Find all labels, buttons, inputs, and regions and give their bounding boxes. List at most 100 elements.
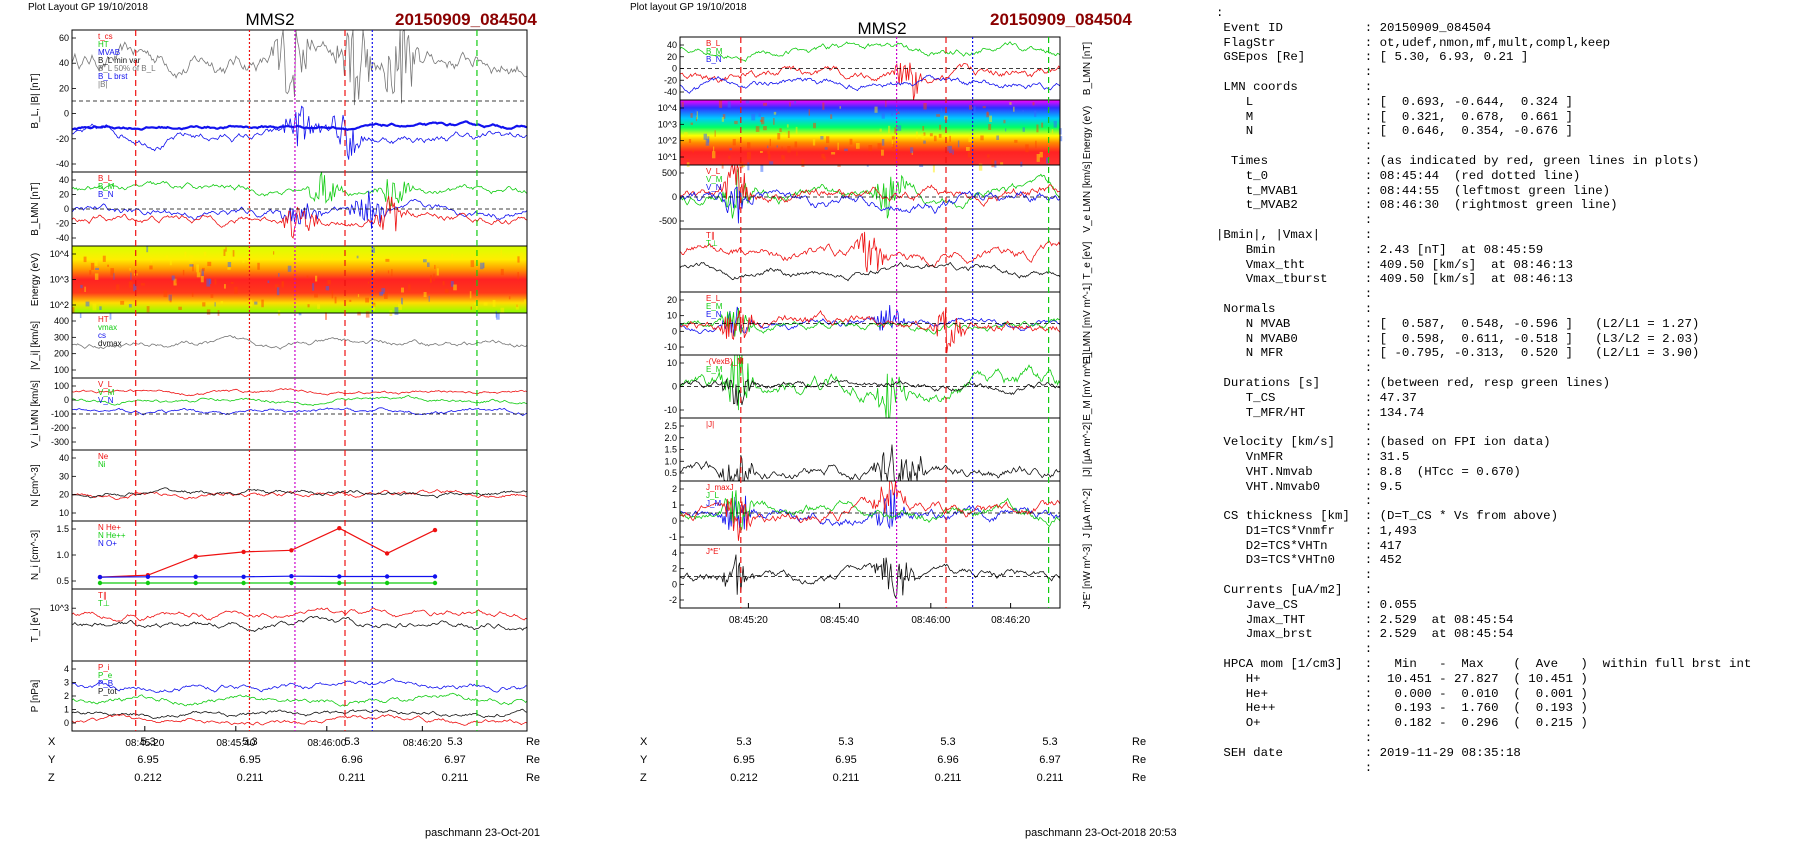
y-tick-label: 0 (672, 579, 677, 589)
series-line (71, 335, 528, 350)
plot-panel: 500 0 -500 V_e LMN [km/s] V_LV_MV_N (659, 161, 1093, 232)
pos-row-label: Z (640, 772, 647, 784)
info-line: D2=TCS*VHTn : 417 (1245, 538, 1402, 553)
series-line (679, 489, 1061, 530)
spectrogram-pixel (1034, 110, 1037, 117)
spectrogram-pixel (325, 286, 330, 291)
spectrogram-pixel (94, 261, 98, 266)
spectrogram-pixel (949, 135, 951, 142)
spectrogram-pixel (722, 114, 726, 119)
spectrogram-pixel (470, 260, 475, 268)
spectrogram-pixel (718, 100, 723, 108)
spectrogram-pixel (315, 275, 318, 282)
info-line: Event ID : 20150909_084504 (1223, 20, 1492, 35)
y-tick-label: 2.5 (664, 421, 677, 431)
info-line: : (1364, 65, 1373, 80)
spectrogram-pixel (877, 143, 882, 150)
pos-unit: Re (1132, 772, 1146, 784)
legend-entry: B_L (706, 39, 721, 48)
legend-entry: N O+ (98, 539, 117, 548)
series-line (71, 29, 527, 106)
info-line: GSEpos [Re] : [ 5.30, 6.93, 0.21 ] (1223, 50, 1529, 65)
spectrogram-pixel (372, 270, 376, 273)
info-line: Vmax_tburst : 409.50 [km/s] at 08:46:13 (1245, 272, 1573, 287)
spectrogram-pixel (385, 258, 390, 262)
legend-entry: B_L (98, 174, 113, 183)
spectrogram-pixel (712, 151, 716, 159)
spectrogram-pixel (470, 306, 472, 310)
spectrogram-pixel (929, 133, 933, 137)
x-tick-label: 08:46:20 (991, 615, 1030, 626)
spectrogram-pixel (794, 141, 798, 148)
spectrogram-pixel (1036, 124, 1039, 133)
y-tick-label: 0 (672, 64, 677, 74)
series-line (71, 195, 528, 240)
spectrogram-pixel (940, 108, 943, 113)
spectrogram-pixel (988, 124, 992, 130)
plot-panel: 10^3 T_i [eV] T∥T⊥ (30, 588, 528, 662)
spectrogram-pixel (968, 135, 972, 143)
spectrogram-pixel (779, 128, 782, 132)
spectrogram-pixel (356, 255, 359, 259)
spectrogram-pixel (939, 124, 942, 130)
spectrogram-pixel (773, 111, 777, 115)
pos-cell: 0.211 (237, 772, 264, 784)
legend-entry: Ni (98, 460, 106, 469)
spectrogram-pixel (782, 155, 785, 162)
pos-unit: Re (1132, 754, 1146, 766)
series-line (72, 407, 528, 416)
spectrogram-pixel (517, 272, 519, 280)
y-tick-label: 0 (64, 395, 69, 405)
info-line: VHT.Nmvab : 8.8 (HTcc = 0.670) (1245, 464, 1521, 479)
series-line (679, 231, 1061, 273)
series-line (679, 261, 1061, 282)
series-line (71, 708, 528, 720)
spectrogram-pixel (996, 135, 999, 140)
spectrogram-pixel (401, 297, 403, 305)
legend-entry: J_maxJ (706, 483, 734, 492)
legend-entry: J*E' (706, 547, 720, 556)
spectrogram-pixel (1014, 139, 1018, 143)
y-tick-label: -40 (56, 233, 69, 243)
spectrogram-pixel (224, 284, 226, 289)
legend-entry: HT (98, 315, 109, 324)
right-spacecraft: MMS2 (857, 19, 906, 38)
spectrogram-pixel (173, 278, 177, 286)
info-line: Bmin : 2.43 [nT] at 08:45:59 (1245, 242, 1544, 257)
legend-entry: B_M (706, 47, 723, 56)
spectrogram-pixel (1022, 110, 1024, 112)
panel-frame (71, 449, 528, 522)
spectrogram-pixel (102, 255, 106, 262)
spectrogram-pixel (273, 251, 275, 255)
spectrogram-pixel (881, 139, 885, 146)
spectrogram-pixel (191, 292, 194, 297)
spectrogram-pixel (729, 148, 732, 151)
legend-entry: vmax (98, 323, 117, 332)
series-line (71, 692, 528, 707)
y-axis-label: J [μA m^-2] (1082, 488, 1093, 538)
legend-entry: N He+ (98, 523, 121, 532)
spectrogram-pixel (888, 125, 891, 134)
spectrogram-pixel (171, 275, 175, 281)
spectrogram-pixel (196, 264, 199, 273)
info-line: FlagStr : ot,udef,nmon,mf,mult,compl,kee… (1223, 35, 1611, 50)
spectrogram-pixel (453, 284, 457, 291)
y-tick-label: 0 (672, 516, 677, 526)
legend-entry: B_L 50% of B_L (98, 64, 156, 73)
info-line: : (1364, 568, 1373, 583)
legend-entry: B_L brst (98, 72, 128, 81)
spectrogram-pixel (938, 133, 942, 138)
legend-entry: MVAB (98, 48, 120, 57)
spectrogram-pixel (370, 277, 374, 285)
left-footer: paschmann 23-Oct-2018 20:53 (425, 827, 540, 839)
legend-entry: T∥ (98, 591, 107, 600)
y-tick-label: 40 (59, 175, 69, 185)
spectrogram-pixel (688, 139, 692, 143)
info-line: H+ : 10.451 - 27.827 ( 10.451 ) (1245, 671, 1588, 686)
info-line: : (1364, 642, 1373, 657)
y-tick-label: 300 (54, 332, 69, 342)
info-line: t_MVAB2 : 08:46:30 (rightmost green line… (1245, 198, 1618, 213)
spectrogram-pixel (781, 155, 783, 160)
spectrogram-pixel (107, 264, 109, 267)
spectrogram-pixel (95, 267, 99, 270)
